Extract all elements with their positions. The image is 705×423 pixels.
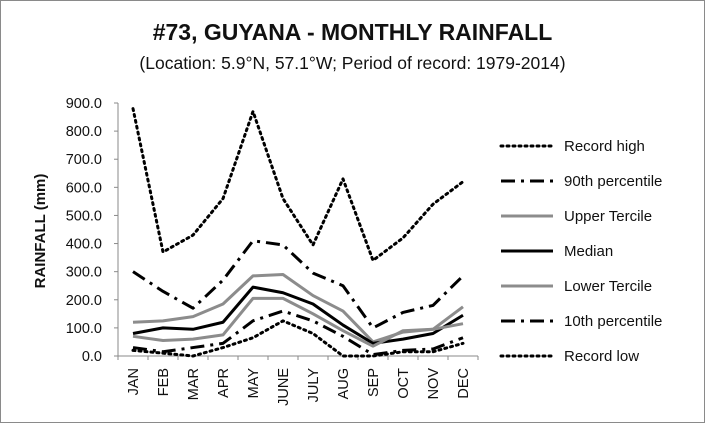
- x-tick-label: JULY: [306, 368, 322, 403]
- x-tick-label: AUG: [336, 368, 352, 399]
- x-tick-label: SEP: [366, 368, 382, 397]
- x-tick-label: JUNE: [276, 368, 292, 406]
- legend-label: 10th percentile: [564, 313, 662, 330]
- legend-label: Median: [564, 243, 613, 260]
- y-tick-label: 900.0: [66, 96, 102, 112]
- x-tick-label: OCT: [396, 368, 412, 399]
- chart-subtitle: (Location: 5.9°N, 57.1°W; Period of reco…: [139, 53, 566, 73]
- y-tick-label: 500.0: [66, 208, 102, 224]
- series-line: [132, 272, 464, 344]
- y-tick-label: 100.0: [66, 321, 102, 337]
- y-axis-label: RAINFALL (mm): [32, 174, 49, 289]
- y-tick-label: 200.0: [66, 293, 102, 309]
- series-line: [131, 107, 465, 262]
- y-tick-label: 300.0: [66, 265, 102, 281]
- y-tick-label: 600.0: [66, 180, 102, 196]
- series-line: [132, 239, 465, 330]
- x-tick-label: FEB: [156, 368, 172, 396]
- y-tick-label: 0.0: [82, 349, 102, 365]
- chart-title: #73, GUYANA - MONTHLY RAINFALL: [152, 19, 553, 45]
- legend-label: Upper Tercile: [564, 208, 652, 225]
- series-line: [132, 296, 464, 348]
- x-tick-label: NOV: [426, 368, 442, 400]
- series-line: [132, 285, 464, 345]
- x-tick-label: DEC: [456, 368, 472, 399]
- y-tick-label: 800.0: [66, 124, 102, 140]
- legend-label: 90th percentile: [564, 173, 662, 190]
- series-line: [131, 319, 465, 358]
- legend-label: Record high: [564, 138, 645, 155]
- y-tick-label: 400.0: [66, 237, 102, 253]
- legend-label: Lower Tercile: [564, 278, 652, 295]
- series-line: [132, 309, 464, 357]
- legend-label: Record low: [564, 348, 639, 365]
- x-tick-label: MAY: [246, 368, 262, 399]
- x-tick-label: MAR: [186, 368, 202, 400]
- x-tick-label: JAN: [126, 368, 142, 395]
- y-tick-label: 700.0: [66, 152, 102, 168]
- x-tick-label: APR: [216, 368, 232, 398]
